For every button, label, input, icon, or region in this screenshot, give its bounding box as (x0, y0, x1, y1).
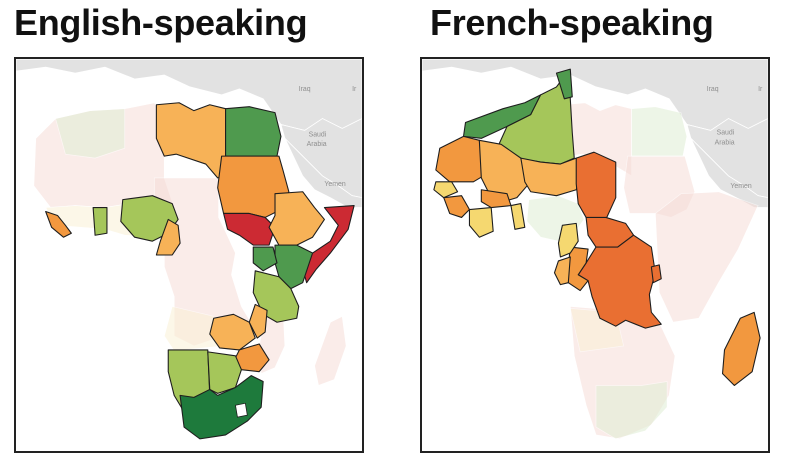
label-arabia-right: Arabia (715, 139, 735, 146)
country-cote-divoire[interactable] (468, 207, 494, 238)
arabia-land (284, 138, 362, 208)
africa-faded-maghreb (55, 108, 126, 159)
country-ethiopia[interactable] (268, 191, 325, 246)
country-kenya[interactable] (274, 244, 314, 290)
country-lesotho[interactable] (235, 402, 248, 418)
label-iraq: Iraq (299, 86, 311, 93)
africa-faded-angola (163, 305, 225, 352)
french-map-svg: Iraq Ir Saudi Arabia Yemen (422, 59, 768, 440)
english-speaking-map[interactable]: Iraq Ir Saudi Arabia Yemen (14, 57, 364, 453)
south-africa-faded (595, 381, 668, 440)
country-gabon[interactable] (553, 256, 571, 286)
french-speaking-map[interactable]: Iraq Ir Saudi Arabia Yemen (420, 57, 770, 453)
label-iraq-right: Iraq (707, 86, 719, 93)
arabia-land-right (690, 138, 768, 208)
country-senegal[interactable] (433, 181, 459, 199)
country-mali[interactable] (478, 139, 530, 205)
country-chad[interactable] (575, 151, 617, 220)
country-sierra-leone-liberia[interactable] (45, 210, 72, 238)
country-madagascar[interactable] (721, 311, 761, 387)
label-ir-right: Ir (758, 86, 763, 93)
french-speaking-title: French-speaking (430, 2, 714, 43)
country-somalia[interactable] (302, 205, 355, 284)
country-rwanda-burundi[interactable] (650, 264, 662, 284)
country-sudan[interactable] (217, 155, 290, 218)
label-saudi-right: Saudi (717, 129, 735, 136)
country-ghana[interactable] (92, 207, 108, 236)
country-guinea[interactable] (443, 195, 470, 218)
country-south-africa[interactable] (179, 375, 264, 440)
east-africa-faded (654, 191, 759, 323)
english-map-svg: Iraq Ir Saudi Arabia Yemen (16, 59, 362, 440)
country-egypt[interactable] (225, 106, 282, 157)
madagascar-faded (314, 315, 347, 386)
country-south-sudan[interactable] (223, 212, 276, 246)
label-yemen-right: Yemen (730, 183, 751, 190)
label-arabia: Arabia (307, 141, 327, 148)
egypt-faded (631, 106, 688, 157)
label-saudi: Saudi (309, 131, 327, 138)
country-cameroon-fr[interactable] (557, 222, 579, 258)
country-zambia[interactable] (209, 313, 256, 351)
country-burkina-faso[interactable] (480, 189, 512, 209)
country-malawi[interactable] (248, 303, 268, 339)
country-mauritania[interactable] (435, 135, 484, 183)
country-benin-togo[interactable] (510, 203, 526, 230)
country-uganda[interactable] (252, 246, 278, 272)
english-speaking-title: English-speaking (14, 2, 308, 43)
country-tunisia[interactable] (555, 68, 573, 100)
label-yemen: Yemen (324, 181, 345, 188)
country-libya[interactable] (155, 102, 227, 179)
label-ir: Ir (352, 86, 357, 93)
country-cameroon[interactable] (155, 218, 181, 256)
country-niger[interactable] (520, 157, 581, 197)
